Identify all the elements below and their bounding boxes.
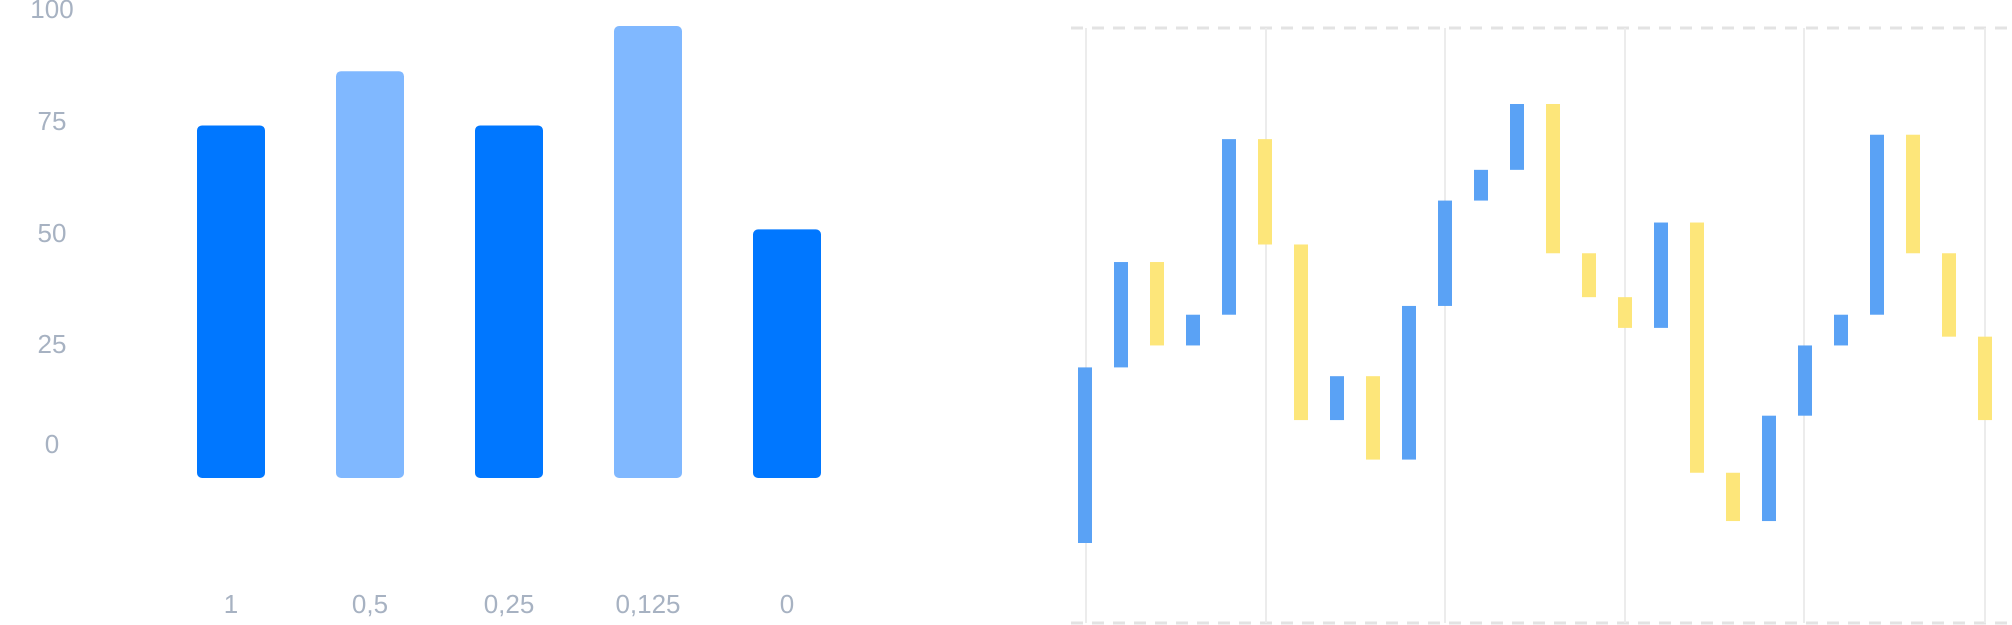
waterfall-bar bbox=[1726, 472, 1740, 522]
waterfall-bar bbox=[1690, 222, 1704, 473]
waterfall-bar bbox=[1870, 134, 1884, 315]
x-tick-label: 0,25 bbox=[484, 589, 535, 619]
waterfall-bar bbox=[1330, 376, 1344, 421]
y-tick-label: 50 bbox=[38, 218, 67, 248]
bar bbox=[336, 71, 404, 478]
y-tick-label: 75 bbox=[38, 106, 67, 136]
waterfall-bar bbox=[1834, 314, 1848, 346]
waterfall-bar bbox=[1942, 253, 1956, 337]
waterfall-bar bbox=[1402, 305, 1416, 460]
waterfall-bar bbox=[1438, 200, 1452, 306]
x-tick-label: 0 bbox=[780, 589, 794, 619]
waterfall-bar bbox=[1762, 415, 1776, 522]
x-tick-label: 0,5 bbox=[352, 589, 388, 619]
waterfall-bar bbox=[1798, 345, 1812, 416]
bar bbox=[614, 26, 682, 478]
waterfall-bar bbox=[1654, 222, 1668, 328]
waterfall-chart bbox=[1071, 26, 2012, 625]
waterfall-bar bbox=[1258, 139, 1272, 245]
bar bbox=[475, 125, 543, 478]
waterfall-bar bbox=[1222, 139, 1236, 315]
waterfall-bar bbox=[1906, 134, 1920, 254]
y-tick-label: 100 bbox=[30, 0, 73, 24]
waterfall-bar bbox=[1546, 104, 1560, 254]
waterfall-bar bbox=[1294, 244, 1308, 421]
waterfall-bar bbox=[1366, 376, 1380, 460]
waterfall-bar bbox=[1078, 367, 1092, 543]
y-tick-label: 0 bbox=[45, 429, 59, 459]
waterfall-bar bbox=[1474, 169, 1488, 201]
waterfall-bar bbox=[1510, 104, 1524, 170]
waterfall-bar bbox=[1582, 253, 1596, 298]
bar bbox=[197, 125, 265, 478]
waterfall-bar bbox=[1186, 314, 1200, 346]
y-tick-label: 25 bbox=[38, 329, 67, 359]
bar bbox=[753, 229, 821, 478]
x-tick-label: 0,125 bbox=[615, 589, 680, 619]
x-tick-label: 1 bbox=[224, 589, 238, 619]
waterfall-bar bbox=[1114, 262, 1128, 368]
waterfall-bar bbox=[1618, 297, 1632, 328]
bar-chart: 100 75 50 25 0 1 0,5 0,25 0,125 0 bbox=[30, 0, 821, 619]
waterfall-bar bbox=[1978, 336, 1992, 421]
waterfall-bar bbox=[1150, 262, 1164, 346]
